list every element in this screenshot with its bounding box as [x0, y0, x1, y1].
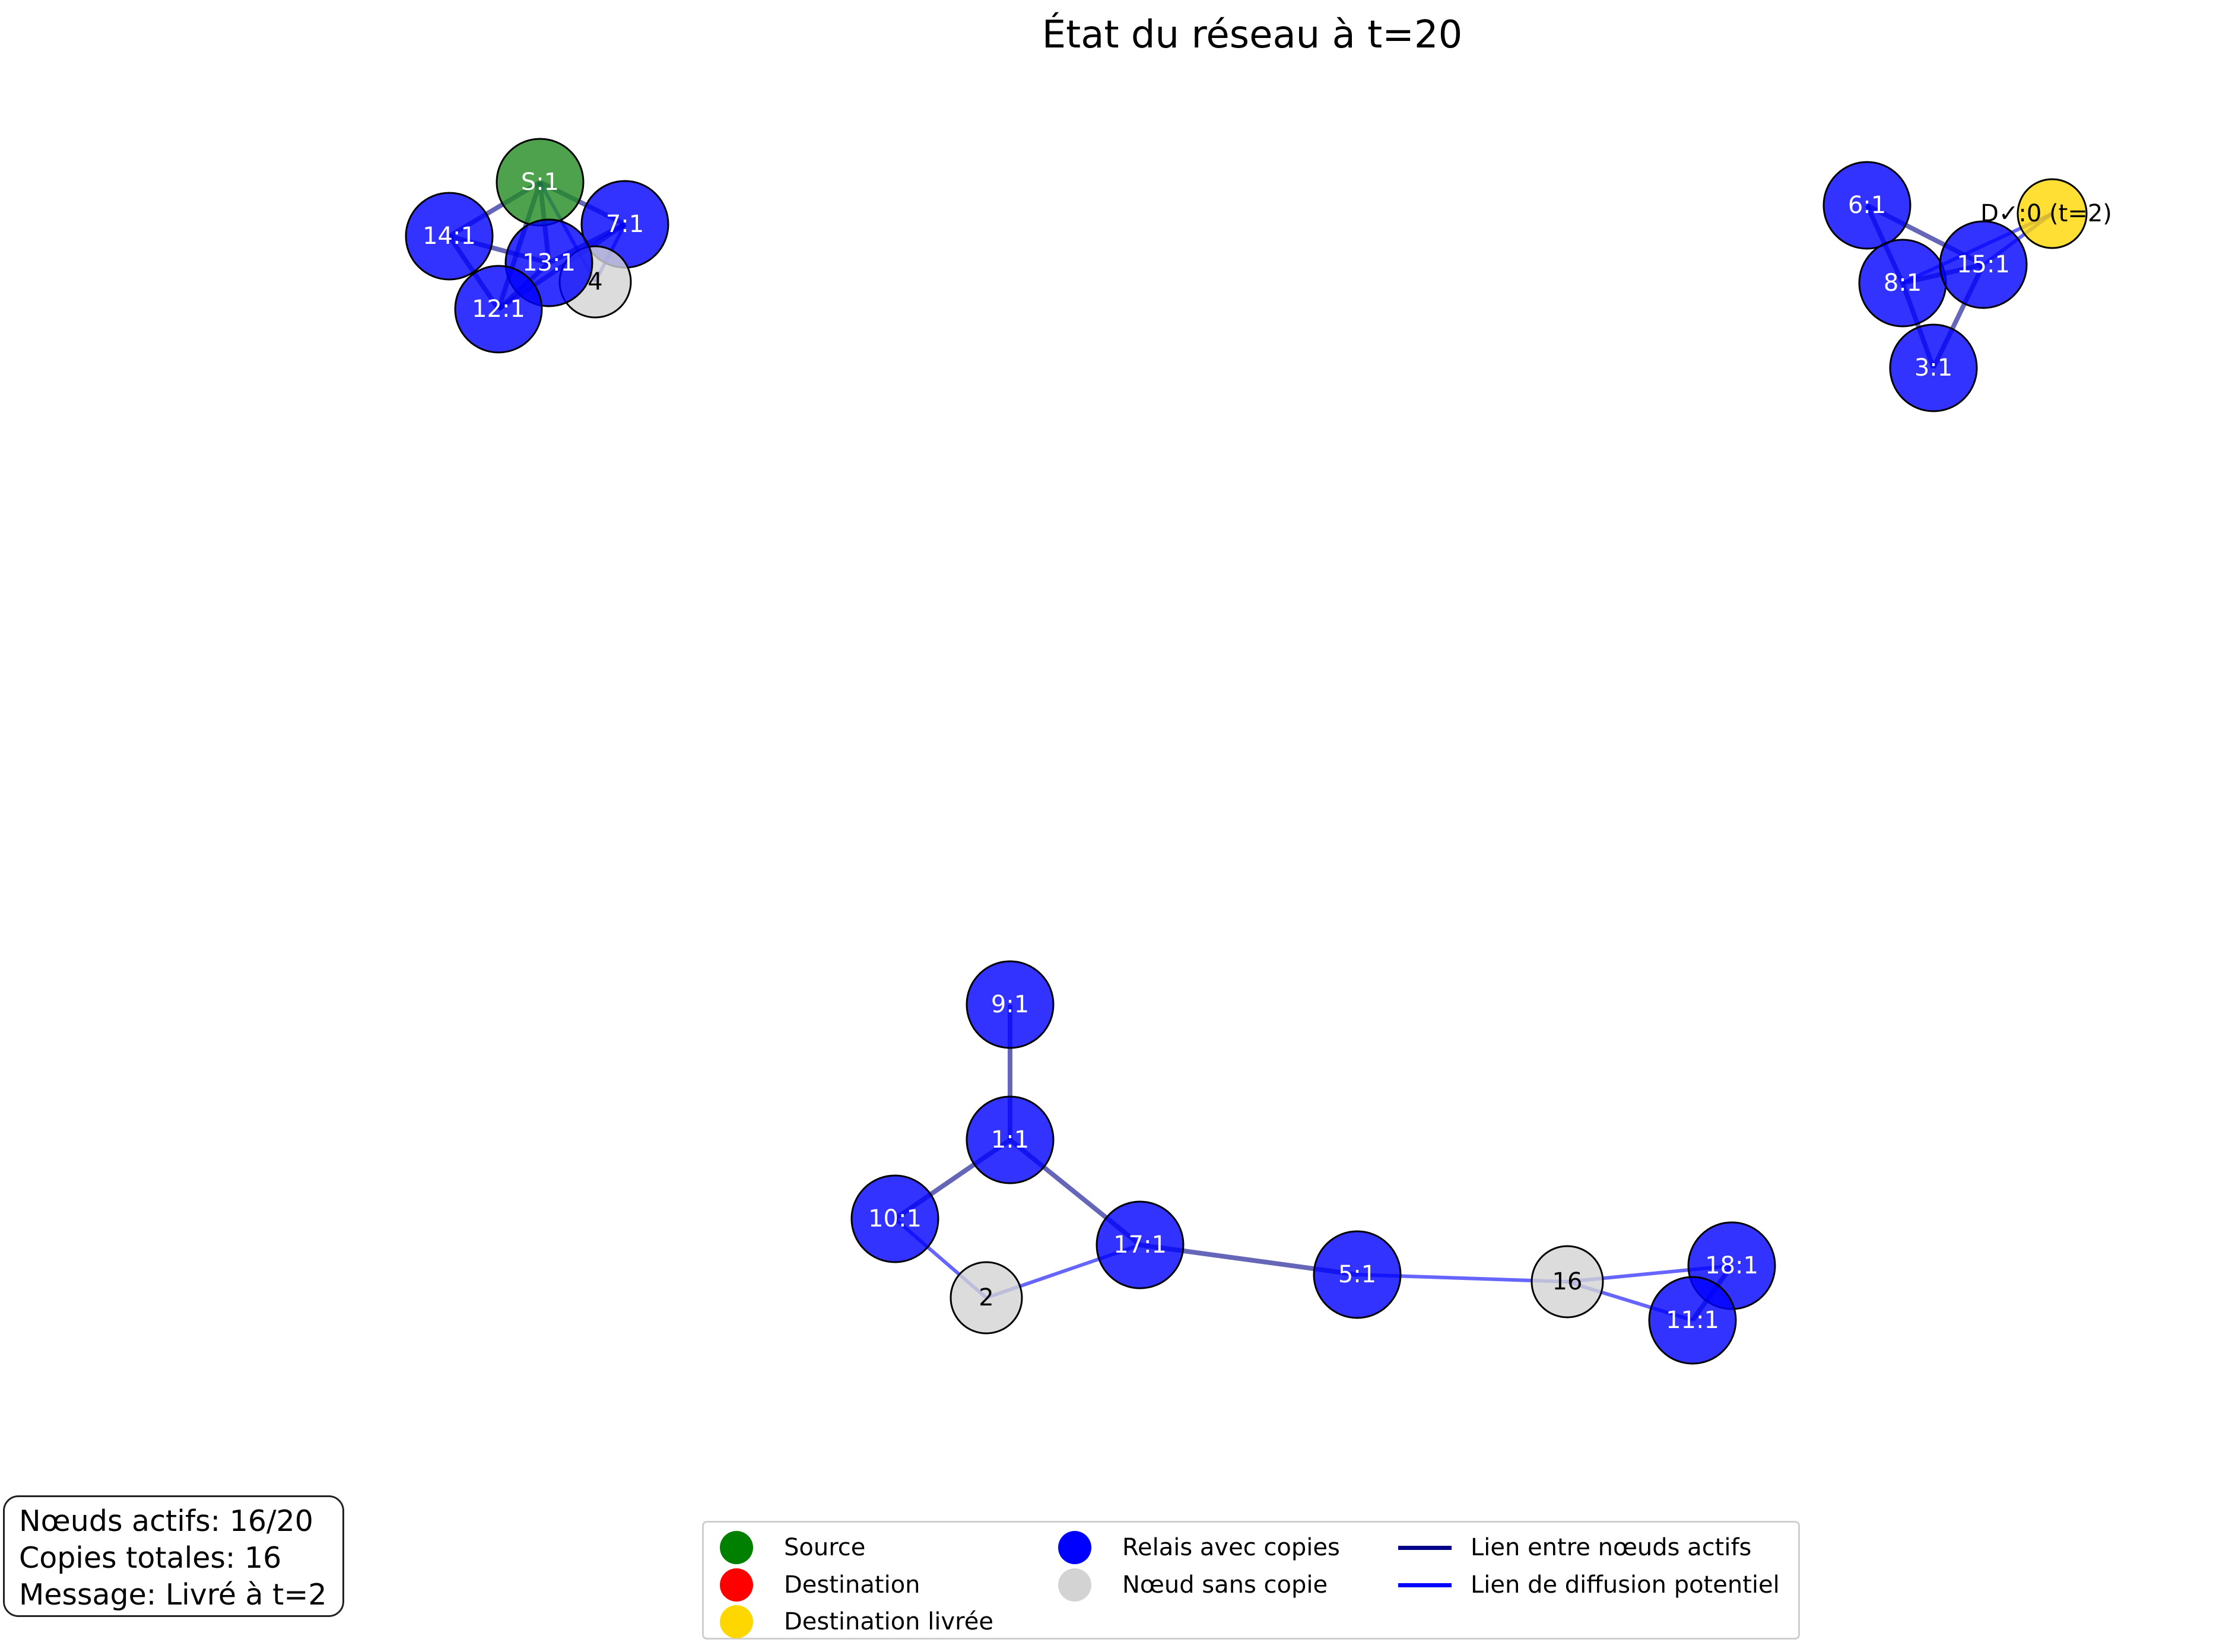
legend-item-active-link: Lien entre nœuds actifs — [1398, 1530, 1751, 1565]
node-11-label: 11:1 — [1666, 1307, 1719, 1334]
node-12-circle — [454, 265, 543, 354]
legend-potential-link-label: Lien de diffusion potentiel — [1471, 1571, 1780, 1599]
edges-layer — [447, 180, 2053, 1322]
node-9: 9:1 — [966, 960, 1055, 1049]
node-16-circle — [1531, 1245, 1604, 1319]
node-16: 16 — [1531, 1245, 1604, 1319]
node-16-label: 16 — [1552, 1268, 1583, 1295]
node-6-label: 6:1 — [1848, 192, 1886, 219]
node-3: 3:1 — [1889, 323, 1978, 412]
node-9-label: 9:1 — [991, 991, 1029, 1018]
legend-relay-label: Relais avec copies — [1122, 1534, 1340, 1561]
node-5-label: 5:1 — [1338, 1261, 1376, 1288]
legend-empty-label: Nœud sans copie — [1122, 1571, 1328, 1599]
node-1-circle — [966, 1095, 1055, 1184]
node-13-label: 13:1 — [522, 249, 576, 277]
node-D-label: D✓:0 (t=2) — [1980, 200, 2112, 227]
node-11-circle — [1648, 1276, 1737, 1365]
node-10: 10:1 — [850, 1174, 939, 1263]
legend-destination-delivered-label: Destination livrée — [784, 1608, 993, 1635]
node-D-circle — [2017, 178, 2088, 249]
info-active-nodes: Nœuds actifs: 16/20 — [19, 1504, 313, 1538]
legend-source-label: Source — [784, 1534, 866, 1561]
info-message-status: Message: Livré à t=2 — [19, 1578, 327, 1612]
legend-item-potential-link: Lien de diffusion potentiel — [1398, 1567, 1780, 1603]
node-18-label: 18:1 — [1705, 1252, 1758, 1279]
node-5: 5:1 — [1313, 1230, 1402, 1319]
legend-potential-link-marker — [1398, 1583, 1452, 1587]
chart-title: État du réseau à t=20 — [1042, 12, 1463, 57]
node-1-label: 1:1 — [991, 1126, 1029, 1154]
info-total-copies: Copies totales: 16 — [19, 1541, 282, 1575]
node-10-label: 10:1 — [868, 1205, 922, 1232]
node-17: 17:1 — [1096, 1200, 1185, 1289]
node-2-circle — [950, 1261, 1023, 1335]
node-8: 8:1 — [1858, 239, 1947, 328]
node-15-label: 15:1 — [1957, 251, 2010, 278]
node-D: D✓:0 (t=2) — [1980, 178, 2112, 249]
node-2: 2 — [950, 1261, 1023, 1335]
node-2-label: 2 — [979, 1284, 993, 1311]
node-14: 14:1 — [405, 192, 494, 281]
node-8-label: 8:1 — [1884, 269, 1922, 297]
node-10-circle — [850, 1174, 939, 1263]
network-info-box: Nœuds actifs: 16/20 Copies totales: 16 M… — [3, 1495, 344, 1617]
node-S-label: S:1 — [521, 169, 559, 196]
node-17-circle — [1096, 1200, 1185, 1289]
node-3-label: 3:1 — [1914, 354, 1952, 382]
node-15-circle — [1939, 220, 2028, 309]
node-14-label: 14:1 — [423, 223, 476, 250]
legend-active-link-label: Lien entre nœuds actifs — [1471, 1534, 1752, 1561]
legend-destination-label: Destination — [784, 1571, 920, 1599]
legend-active-link-marker — [1398, 1545, 1452, 1550]
node-7: 7:1 — [580, 180, 669, 269]
node-9-circle — [966, 960, 1055, 1049]
node-12-label: 12:1 — [472, 296, 525, 323]
node-S: S:1 — [496, 138, 585, 227]
legend-item-destination-delivered: Destination livrée — [704, 1604, 993, 1640]
legend: Source Destination Destination livrée Re… — [702, 1521, 1800, 1640]
legend-relay-marker — [1058, 1531, 1091, 1564]
node-11: 11:1 — [1648, 1276, 1737, 1365]
legend-item-empty: Nœud sans copie — [1042, 1567, 1328, 1603]
legend-item-destination: Destination — [704, 1567, 920, 1603]
node-17-label: 17:1 — [1113, 1231, 1167, 1259]
legend-item-relay: Relais avec copies — [1042, 1530, 1340, 1565]
node-6: 6:1 — [1822, 161, 1912, 250]
legend-item-source: Source — [704, 1530, 865, 1565]
node-15: 15:1 — [1939, 220, 2028, 309]
legend-source-marker — [720, 1531, 753, 1564]
node-1: 1:1 — [966, 1095, 1055, 1184]
legend-empty-marker — [1058, 1568, 1091, 1602]
node-7-label: 7:1 — [606, 211, 644, 238]
node-14-circle — [405, 192, 494, 281]
node-5-circle — [1313, 1230, 1402, 1319]
legend-destination-marker — [720, 1568, 753, 1602]
node-12: 12:1 — [454, 265, 543, 354]
legend-destination-delivered-marker — [720, 1605, 753, 1638]
node-3-circle — [1889, 323, 1978, 412]
node-6-circle — [1822, 161, 1912, 250]
